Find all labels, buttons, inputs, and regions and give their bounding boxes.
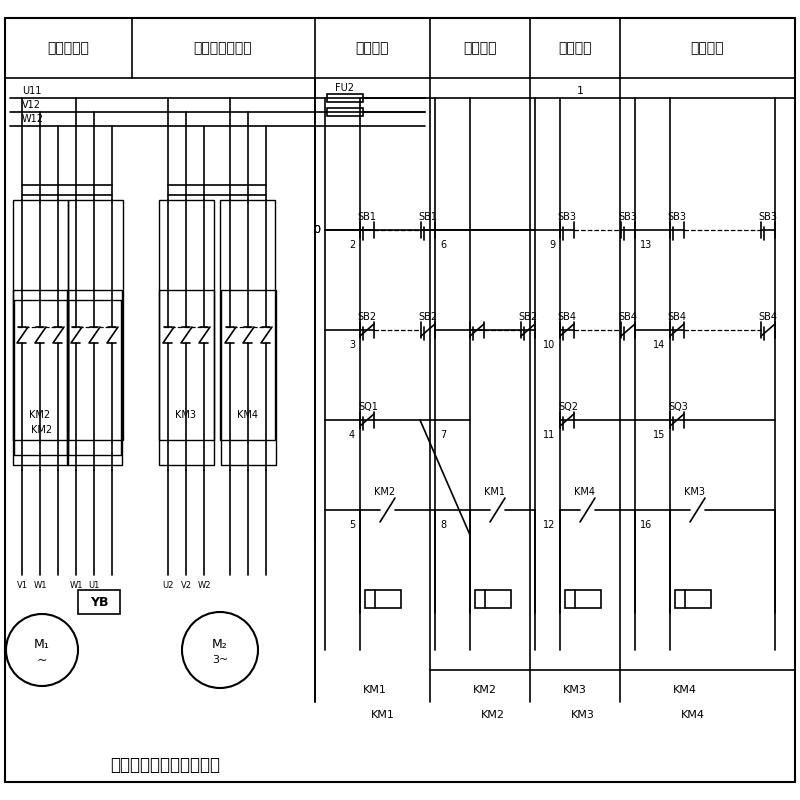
Text: SB3: SB3	[558, 212, 577, 222]
Text: V2: V2	[181, 581, 191, 590]
Text: W2: W2	[198, 581, 210, 590]
Text: W12: W12	[22, 114, 44, 124]
Text: 1: 1	[577, 86, 583, 96]
Text: 15: 15	[653, 430, 665, 440]
Text: SB4: SB4	[558, 312, 577, 322]
Text: 左移控制: 左移控制	[558, 41, 592, 55]
Bar	[68, 300, 121, 455]
Text: SB1: SB1	[358, 212, 377, 222]
Text: W1: W1	[34, 581, 46, 590]
Text: 左右移动电动机: 左右移动电动机	[194, 41, 252, 55]
Text: KМ2: KМ2	[31, 425, 53, 435]
Text: KМ2: KМ2	[30, 410, 50, 420]
Text: KМ2: KМ2	[473, 685, 497, 695]
Text: KM2: KM2	[374, 487, 395, 497]
Bar	[14, 300, 67, 455]
Bar	[221, 290, 276, 465]
Text: SQ3: SQ3	[668, 402, 688, 412]
Bar	[475, 590, 511, 608]
Text: 4: 4	[349, 430, 355, 440]
Bar	[78, 590, 120, 614]
Text: 0: 0	[313, 225, 320, 235]
Text: 10: 10	[542, 340, 555, 350]
Text: 电动葫芦电气控制线路图: 电动葫芦电气控制线路图	[110, 756, 220, 774]
Bar	[220, 200, 275, 440]
Text: KM4: KM4	[574, 487, 595, 497]
Text: SB3: SB3	[758, 212, 778, 222]
Text: KM3: KM3	[684, 487, 705, 497]
Text: SB2: SB2	[358, 312, 377, 322]
Text: KМ4: KМ4	[673, 685, 697, 695]
Text: M₂: M₂	[212, 638, 228, 651]
Text: 3~: 3~	[212, 655, 228, 665]
Text: SB2: SB2	[518, 312, 538, 322]
Text: KМ3: KМ3	[563, 685, 587, 695]
Text: 升降电动机: 升降电动机	[47, 41, 89, 55]
Text: 14: 14	[653, 340, 665, 350]
Text: 3: 3	[349, 340, 355, 350]
Bar	[365, 590, 401, 608]
Text: SB4: SB4	[618, 312, 638, 322]
Text: 8: 8	[440, 520, 446, 530]
Text: KM1: KM1	[484, 487, 505, 497]
Text: 下降控制: 下降控制	[463, 41, 497, 55]
Text: 上升控制: 上升控制	[355, 41, 389, 55]
Text: U2: U2	[162, 581, 174, 590]
Text: KМ4: KМ4	[238, 410, 258, 420]
Text: KМ3: KМ3	[571, 710, 595, 720]
Text: SB4: SB4	[667, 312, 686, 322]
Bar	[13, 290, 68, 465]
Text: 5: 5	[349, 520, 355, 530]
Bar	[13, 200, 68, 440]
Circle shape	[182, 612, 258, 688]
Text: 7: 7	[440, 430, 446, 440]
Text: SB3: SB3	[618, 212, 638, 222]
Text: SB1: SB1	[418, 212, 438, 222]
Bar	[68, 200, 123, 440]
Bar	[67, 290, 122, 465]
Text: KМ1: KМ1	[363, 685, 387, 695]
Text: KМ3: KМ3	[175, 410, 197, 420]
Bar	[327, 108, 363, 116]
Text: U1: U1	[88, 581, 100, 590]
Text: U11: U11	[22, 86, 42, 96]
Text: M₁: M₁	[34, 638, 50, 651]
Text: SB2: SB2	[418, 312, 438, 322]
Text: KМ4: KМ4	[681, 710, 705, 720]
Text: 0: 0	[313, 225, 320, 235]
Text: 16: 16	[640, 520, 652, 530]
Text: SB3: SB3	[667, 212, 686, 222]
Bar	[159, 290, 214, 465]
Text: V12: V12	[22, 100, 41, 110]
Text: ~: ~	[37, 654, 47, 666]
Text: 6: 6	[440, 240, 446, 250]
Text: 11: 11	[542, 430, 555, 440]
Text: 12: 12	[542, 520, 555, 530]
Text: V1: V1	[17, 581, 27, 590]
Text: 右移控制: 右移控制	[690, 41, 724, 55]
Text: W1: W1	[70, 581, 82, 590]
Text: KМ1: KМ1	[371, 710, 395, 720]
Text: 13: 13	[640, 240, 652, 250]
Bar	[159, 200, 214, 440]
Text: SQ1: SQ1	[358, 402, 378, 412]
Text: SB4: SB4	[758, 312, 778, 322]
Text: 2: 2	[349, 240, 355, 250]
Bar	[327, 94, 363, 102]
Text: 9: 9	[549, 240, 555, 250]
Text: SQ2: SQ2	[558, 402, 578, 412]
Bar	[675, 590, 711, 608]
Text: FU2: FU2	[335, 83, 354, 93]
Circle shape	[6, 614, 78, 686]
Text: YB: YB	[90, 595, 108, 609]
Bar	[565, 590, 601, 608]
Text: KМ2: KМ2	[481, 710, 505, 720]
